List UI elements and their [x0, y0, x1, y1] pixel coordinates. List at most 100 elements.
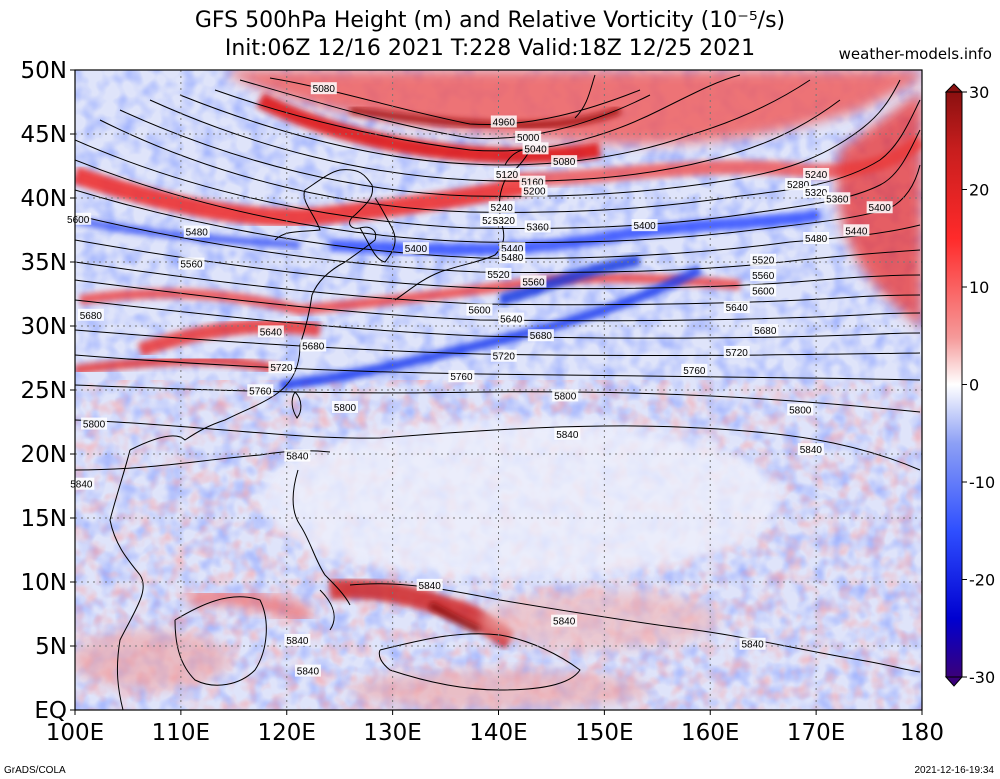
contour-label: 5400: [405, 244, 428, 255]
contour-label: 5800: [554, 391, 577, 402]
colorbar: 30 20 10 0 -10 -20 -30: [944, 83, 995, 687]
y-tick-label: 5N: [35, 634, 67, 660]
y-tick-label: 10N: [21, 570, 67, 596]
contour-label: 5520: [487, 270, 510, 281]
coastlines: [109, 74, 596, 710]
contour-label: 5680: [530, 331, 553, 342]
colorbar-tick-label: 30: [969, 83, 989, 102]
x-tick-label: 150E: [575, 720, 633, 746]
contour-label-bg: [750, 284, 777, 297]
contour-label: 5760: [249, 386, 272, 397]
contour-label: 5640: [500, 315, 523, 326]
contour-label-bg: [522, 142, 549, 155]
contour-label: 5680: [302, 341, 325, 352]
contour-label-bg: [524, 220, 551, 233]
contour-label-bg: [268, 361, 295, 374]
contour-label: 5840: [286, 636, 309, 647]
footer-credit: GrADS/COLA: [4, 765, 66, 776]
contour-label: 5560: [180, 260, 203, 271]
contour-label: 5840: [419, 581, 442, 592]
y-tick-label: 25N: [21, 378, 67, 404]
contour-label-bg: [294, 664, 321, 677]
contour-label-bg: [488, 201, 515, 214]
contour-label-bg: [178, 257, 205, 270]
y-tick-label: 35N: [21, 250, 67, 276]
contour-label: 5440: [845, 226, 868, 237]
contour-label-bg: [490, 349, 517, 362]
contour-label-bg: [551, 155, 578, 168]
contour-label-bg: [803, 167, 830, 180]
contour-label: 5640: [726, 303, 749, 314]
y-tick-label: 15N: [21, 506, 67, 532]
contour-label-bg: [520, 275, 547, 288]
contour-label-bg: [797, 443, 824, 456]
contour-label-bg: [551, 614, 578, 627]
x-tick-label: 140E: [469, 720, 527, 746]
contour-label-bg: [310, 82, 337, 95]
colorbar-tick-label: 20: [969, 181, 989, 200]
contour-label: 5000: [517, 133, 540, 144]
footer-timestamp: 2021-12-16-19:34: [914, 765, 994, 776]
contour-label: 5400: [633, 221, 656, 232]
contour-label-bg: [750, 253, 777, 266]
contour-label: 5840: [297, 667, 320, 678]
contour-label-bg: [824, 192, 851, 205]
contour-label-bg: [521, 184, 548, 197]
contour-label-bg: [499, 251, 526, 264]
contour-label-bg: [631, 219, 658, 232]
contour-label-bg: [554, 427, 581, 440]
contour-label: 5680: [80, 311, 103, 322]
contour-label: 5600: [468, 306, 491, 317]
y-tick-label: 20N: [21, 442, 67, 468]
contour-label: 5840: [556, 430, 579, 441]
y-tick-label: EQ: [34, 698, 67, 724]
sakhalin-coast: [574, 74, 596, 119]
contour-label: 5080: [313, 84, 336, 95]
colorbar-tick-label: -30: [969, 668, 995, 687]
contour-label-bg: [247, 384, 274, 397]
colorbar-bar: [945, 91, 963, 678]
contour-label: 5840: [741, 640, 764, 651]
contour-label-bg: [498, 312, 525, 325]
contour-label-bg: [466, 303, 493, 316]
contour-label: 5080: [553, 157, 576, 168]
contour-label: 5480: [186, 228, 209, 239]
contour-label: 5760: [683, 366, 706, 377]
y-tick-label: 45N: [21, 122, 67, 148]
contour-label: 5640: [260, 327, 283, 338]
title-line-1: GFS 500hPa Height (m) and Relative Vorti…: [194, 8, 786, 33]
contour-label-bg: [803, 185, 830, 198]
y-tick-label: 40N: [21, 186, 67, 212]
contour-label: 5280: [787, 180, 810, 191]
contour-label-bg: [284, 449, 311, 462]
contour-label: 5800: [789, 405, 812, 416]
contour-label-bg: [402, 242, 429, 255]
contour-label: 5240: [491, 203, 514, 214]
contour-label: 5720: [726, 348, 749, 359]
contour-label: 5120: [496, 170, 519, 181]
contour-label: 5440: [501, 244, 524, 255]
contour-label: 5160: [521, 178, 544, 189]
x-tick-label: 120E: [258, 720, 316, 746]
contour-label: 5320: [805, 188, 828, 199]
x-tick-label: 100E: [46, 720, 104, 746]
x-tick-label: 170E: [787, 720, 845, 746]
contour-label: 5320: [493, 216, 516, 227]
contour-label: 5840: [553, 617, 576, 628]
philippines-coast: [292, 469, 351, 631]
contour-label-bg: [752, 324, 779, 337]
contour-label-bg: [490, 214, 517, 227]
contour-label-bg: [493, 167, 520, 180]
title-line-2: Init:06Z 12/16 2021 T:228 Valid:18Z 12/2…: [224, 36, 756, 61]
graticule: [75, 70, 922, 710]
contour-label-bg: [552, 389, 579, 402]
contour-label: 5600: [67, 215, 90, 226]
contour-label-bg: [787, 403, 814, 416]
x-tick-label: 130E: [363, 720, 421, 746]
contour-label-bg: [723, 301, 750, 314]
korea-coast: [359, 197, 396, 263]
contour-label: 5200: [523, 187, 546, 198]
contour-label: 5840: [286, 452, 309, 463]
contour-label: 5800: [334, 403, 357, 414]
contour-label: 5520: [752, 256, 775, 267]
